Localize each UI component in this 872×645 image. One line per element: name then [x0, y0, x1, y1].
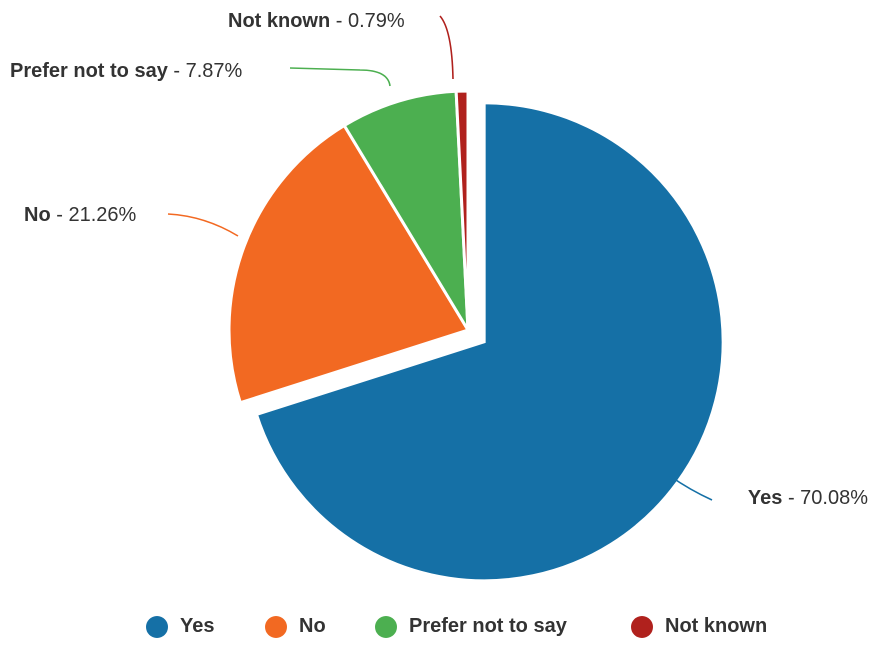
- legend: Yes No Prefer not to say Not known: [0, 615, 872, 645]
- pie-slice-no[interactable]: [227, 123, 471, 405]
- legend-swatch-not-known: [631, 615, 653, 638]
- leader-line-prefer-not-to-say: [289, 67, 391, 87]
- legend-item-not-known[interactable]: Not known: [631, 615, 767, 638]
- leader-lines: [167, 15, 713, 501]
- legend-label-prefer-not-to-say: Prefer not to say: [409, 615, 567, 637]
- slice-label-name-prefer-not-to-say: Prefer not to say: [10, 60, 169, 82]
- slice-label-not-known: Not known - 0.79%: [228, 10, 405, 32]
- legend-swatch-yes: [146, 615, 168, 638]
- slice-label-no: No - 21.26%: [24, 204, 136, 226]
- slice-label-value-no: - 21.26%: [51, 204, 137, 226]
- pie-chart: Yes - 70.08% No - 21.26% Prefer not to say…: [10, 10, 868, 583]
- legend-item-no[interactable]: No: [265, 615, 326, 638]
- slice-label-value-not-known: - 0.79%: [330, 10, 405, 32]
- slice-label-name-yes: Yes: [748, 487, 782, 509]
- legend-label-yes: Yes: [180, 615, 215, 637]
- leader-line-not-known: [439, 15, 454, 80]
- slice-label-name-no: No: [24, 204, 51, 226]
- slice-labels: Yes - 70.08% No - 21.26% Prefer not to say…: [10, 10, 868, 509]
- slice-label-prefer-not-to-say: Prefer not to say - 7.87%: [10, 60, 243, 82]
- legend-item-prefer-not-to-say[interactable]: Prefer not to say: [375, 615, 567, 638]
- pie-slice-prefer-not-to-say[interactable]: [342, 89, 470, 331]
- slice-label-value-yes: - 70.08%: [782, 487, 868, 509]
- legend-label-not-known: Not known: [665, 615, 768, 637]
- leader-line-no: [167, 213, 239, 237]
- legend-swatch-no: [265, 615, 287, 638]
- legend-label-no: No: [299, 615, 326, 637]
- slice-label-yes: Yes - 70.08%: [748, 487, 868, 509]
- legend-item-yes[interactable]: Yes: [146, 615, 214, 638]
- pie-slice-yes[interactable]: [254, 101, 725, 583]
- slice-label-name-not-known: Not known: [228, 10, 330, 32]
- leader-line-yes: [669, 475, 713, 501]
- pie-slice-not-known[interactable]: [454, 89, 470, 331]
- legend-swatch-prefer-not-to-say: [375, 615, 397, 638]
- pie-slices: [227, 89, 725, 583]
- slice-label-value-prefer-not-to-say: - 7.87%: [168, 60, 243, 82]
